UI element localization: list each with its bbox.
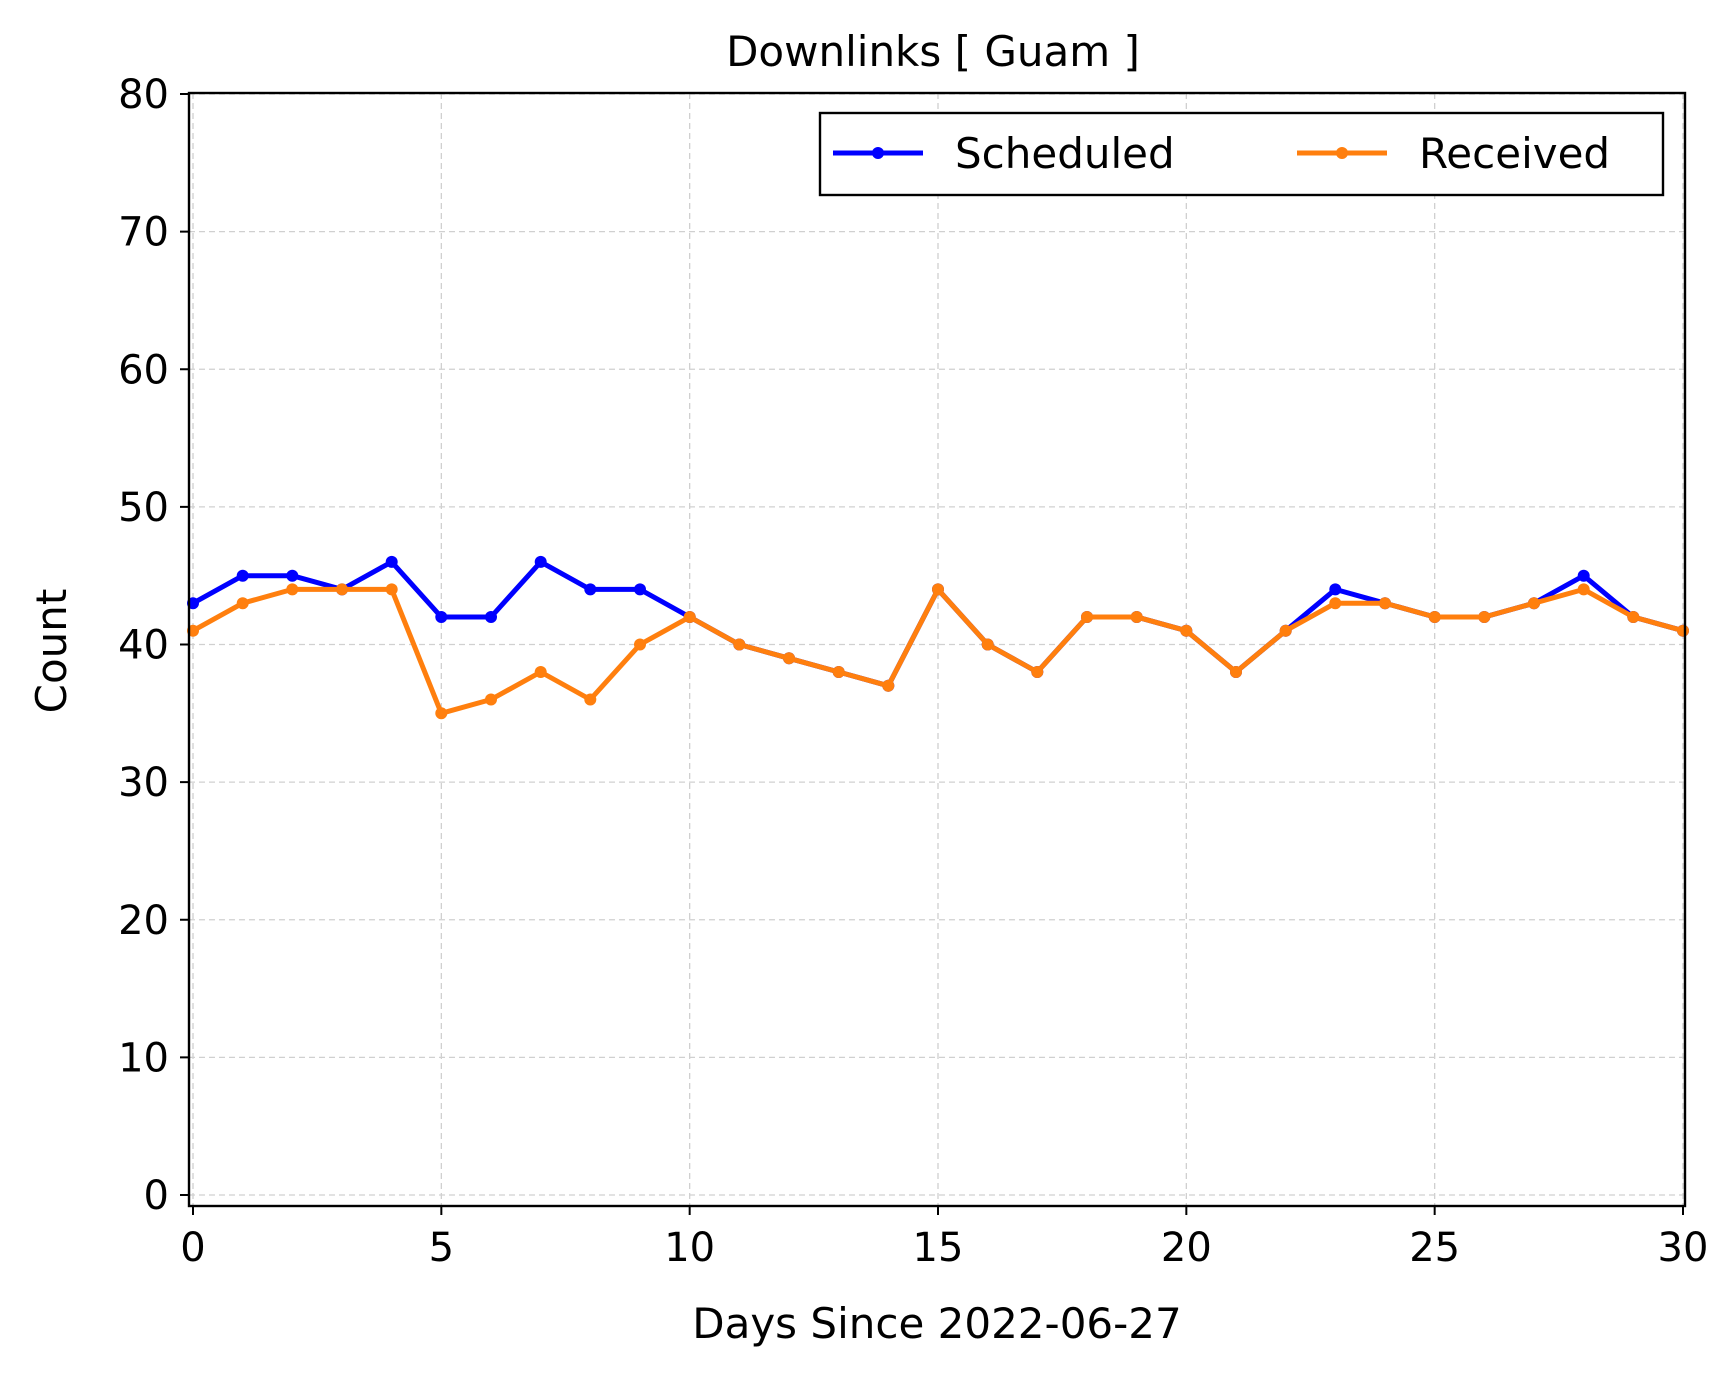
data-point-scheduled (634, 583, 646, 596)
data-point-received (634, 638, 646, 651)
data-point-received (1379, 597, 1391, 610)
data-point-received (981, 638, 994, 651)
data-point-received (783, 652, 795, 665)
data-point-received (1081, 611, 1093, 623)
data-point-received (1577, 583, 1590, 596)
data-point-scheduled (584, 583, 597, 596)
legend-label-received: Received (1419, 129, 1610, 178)
legend-box (818, 111, 1665, 197)
y-tick-label: 20 (118, 898, 169, 944)
y-tick-label: 0 (144, 1173, 169, 1219)
data-point-received (1130, 611, 1143, 623)
data-point-received (1031, 666, 1044, 678)
x-tick-label: 25 (1409, 1225, 1460, 1271)
y-tick-label: 10 (118, 1035, 169, 1081)
y-tick-label: 30 (118, 760, 169, 806)
chart-title: Downlinks [ Guam ] (726, 27, 1140, 76)
grid (189, 93, 1685, 1206)
data-point-scheduled (485, 611, 497, 623)
y-tick-label: 70 (118, 210, 169, 256)
x-tick-label: 15 (913, 1225, 964, 1271)
legend: Scheduled Received (818, 111, 1665, 197)
data-point-scheduled (236, 569, 249, 582)
data-point-received (683, 611, 696, 623)
legend-label-scheduled: Scheduled (955, 129, 1175, 178)
data-point-scheduled (385, 555, 398, 568)
data-point-received (1279, 624, 1292, 637)
data-point-received (236, 597, 249, 610)
data-point-received (1528, 597, 1540, 610)
data-point-received (1677, 624, 1689, 637)
x-tick-label: 30 (1658, 1225, 1709, 1271)
y-tick-label: 50 (118, 485, 169, 531)
data-point-received (832, 666, 845, 678)
data-point-received (435, 707, 448, 720)
data-point-received (485, 693, 497, 706)
legend-marker-scheduled (872, 147, 884, 159)
data-point-scheduled (1577, 569, 1590, 582)
x-tick-label: 10 (664, 1225, 715, 1271)
data-point-received (286, 583, 299, 596)
ticks: 0 5 10 15 20 25 30 0 10 20 30 40 50 60 70 80 (118, 72, 1708, 1271)
data-point-scheduled (435, 611, 448, 623)
data-point-received (1230, 666, 1242, 678)
data-point-received (385, 583, 398, 596)
x-tick-label: 20 (1161, 1225, 1212, 1271)
data-point-received (1627, 611, 1640, 623)
x-tick-label: 5 (429, 1225, 454, 1271)
data-point-received (336, 583, 348, 596)
data-point-received (1329, 597, 1342, 610)
x-axis-label: Days Since 2022-06-27 (692, 1299, 1181, 1348)
data-point-received (1478, 611, 1491, 623)
x-tick-label: 0 (180, 1225, 205, 1271)
y-tick-label: 60 (118, 347, 169, 393)
y-tick-label: 40 (118, 623, 169, 669)
data-point-received (932, 583, 944, 596)
data-point-scheduled (534, 555, 547, 568)
y-axis-label: Count (27, 589, 76, 714)
data-point-received (733, 638, 746, 651)
data-point-received (882, 679, 895, 692)
data-point-scheduled (1329, 583, 1342, 596)
legend-marker-received (1336, 147, 1348, 159)
data-point-scheduled (286, 569, 299, 582)
data-point-received (1428, 611, 1441, 623)
data-point-received (534, 666, 547, 678)
data-point-received (1180, 624, 1193, 637)
y-tick-label: 80 (118, 72, 169, 118)
series-layer (187, 555, 1689, 720)
data-point-received (584, 693, 597, 706)
